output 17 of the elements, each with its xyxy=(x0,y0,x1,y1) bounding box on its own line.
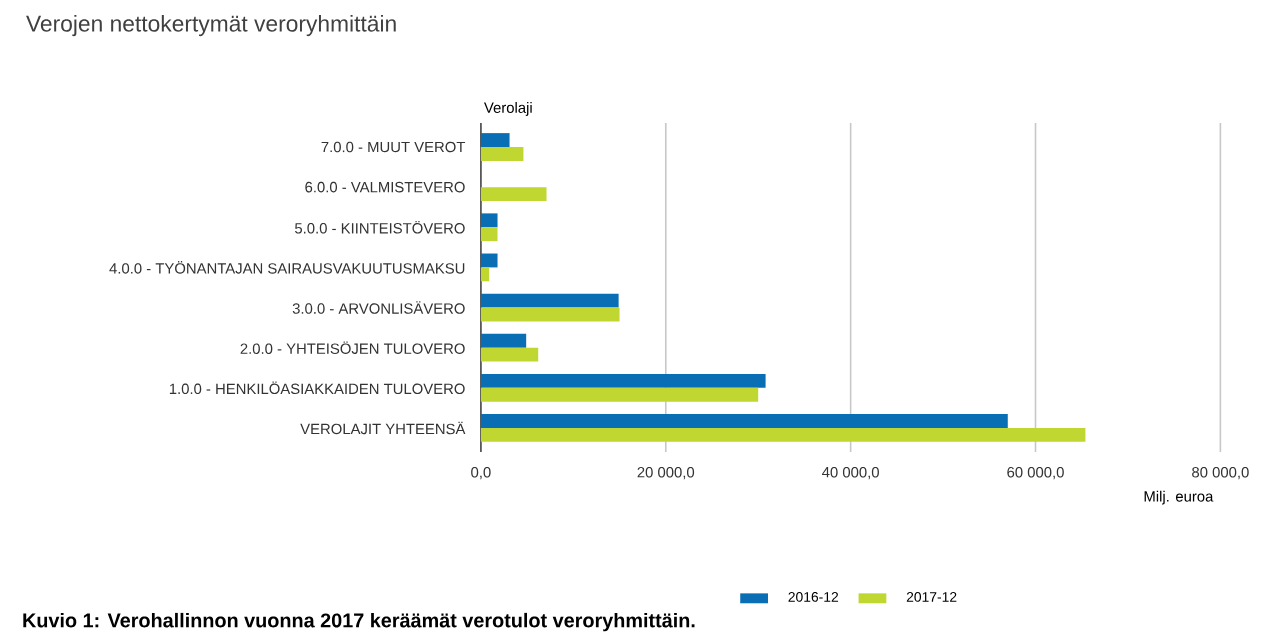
bar xyxy=(480,413,1008,428)
bar xyxy=(480,132,510,147)
bar xyxy=(480,267,490,282)
bar xyxy=(480,427,1086,442)
bar xyxy=(480,227,498,241)
bar xyxy=(480,373,766,388)
bar xyxy=(480,146,524,161)
bar xyxy=(480,253,498,268)
bar xyxy=(480,213,498,228)
bar xyxy=(480,333,527,348)
bar xyxy=(480,307,620,322)
bar xyxy=(480,293,619,308)
bar xyxy=(480,387,759,402)
text: Kuvio 1: Verohallinnon vuonna 2017 keräämät verotulot veroryhmittäin. xyxy=(23,612,695,632)
text: Verojen nettokertymät veroryhmittäin xyxy=(26,14,396,37)
bar xyxy=(480,347,539,362)
bar xyxy=(480,186,547,201)
